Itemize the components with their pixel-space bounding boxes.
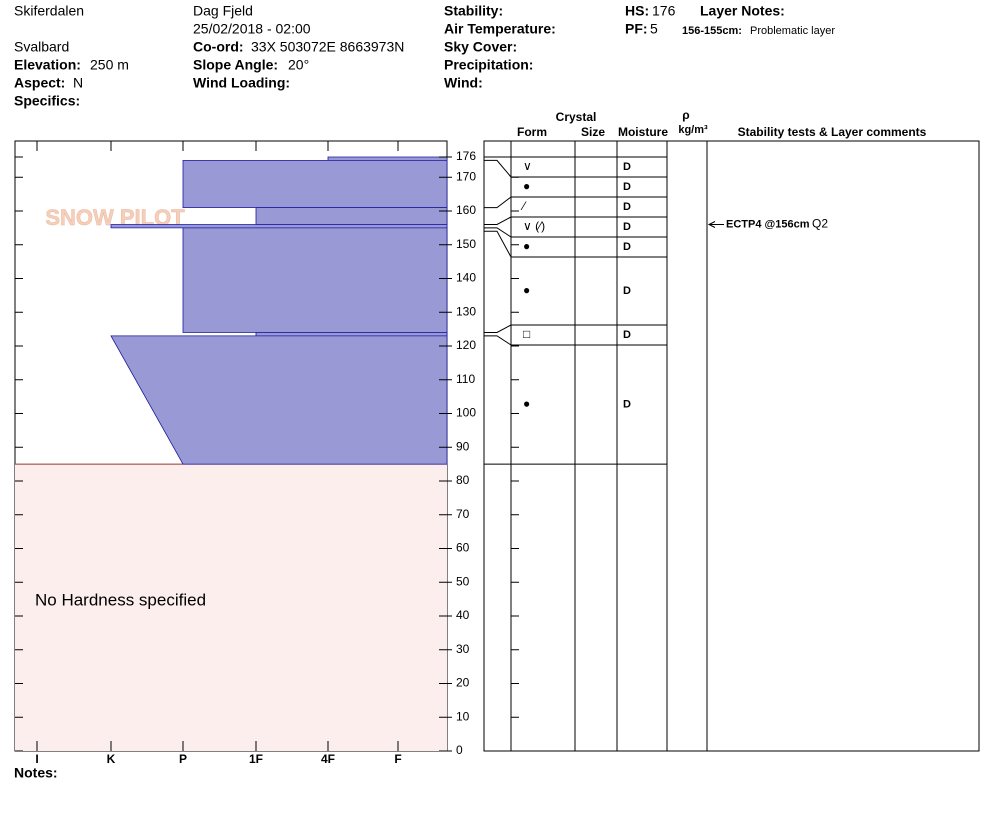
col: Form xyxy=(517,125,547,139)
hardness-layer xyxy=(327,156,448,161)
form: □ xyxy=(523,327,530,341)
label: Wind Loading: xyxy=(193,75,290,91)
moisture: D xyxy=(623,221,631,233)
row-connector xyxy=(484,230,512,258)
moisture: D xyxy=(623,329,631,341)
moisture: D xyxy=(623,161,631,173)
y-tick-label: 160 xyxy=(456,203,476,217)
y-tick-label: 70 xyxy=(456,507,470,521)
hardness-layer xyxy=(255,207,448,225)
moisture: D xyxy=(623,201,631,213)
label: PF: xyxy=(625,21,648,37)
y-tick-label: 0 xyxy=(456,743,463,757)
hardness-layer xyxy=(182,227,448,333)
col: Size xyxy=(581,125,605,139)
y-tick-label: 50 xyxy=(456,574,470,588)
row-connector xyxy=(484,159,512,178)
y-tick-label: 30 xyxy=(456,642,470,656)
col: Crystal xyxy=(556,110,597,124)
no-hardness-text: No Hardness specified xyxy=(35,590,206,609)
label: Specifics: xyxy=(14,93,80,109)
y-tick-label: 170 xyxy=(456,169,476,183)
slope: 20° xyxy=(288,57,309,73)
site: Skiferdalen xyxy=(14,3,84,19)
y-tick-label: 20 xyxy=(456,676,470,690)
x-tick-label: I xyxy=(35,752,38,766)
hardness-layer xyxy=(255,332,448,337)
x-tick-label: 1F xyxy=(249,752,263,766)
x-tick-label: P xyxy=(179,752,187,766)
row-connector xyxy=(484,227,512,238)
label: Elevation: xyxy=(14,57,81,73)
y-tick-label: 150 xyxy=(456,237,476,251)
col: kg/m³ xyxy=(678,124,708,136)
moisture: D xyxy=(623,241,631,253)
moisture: D xyxy=(623,398,631,410)
row-connector xyxy=(484,196,512,209)
form: ● xyxy=(523,179,530,193)
label: Precipitation: xyxy=(444,57,533,73)
y-tick-label: 140 xyxy=(456,271,476,285)
coord: 33X 503072E 8663973N xyxy=(251,39,404,55)
form: ∨ (⁄) xyxy=(523,219,545,233)
column-headers: Crystal Form Size Moisture ρ kg/m³ Stabi… xyxy=(517,108,927,139)
row-connector xyxy=(484,216,512,225)
hardness-layer xyxy=(110,224,448,229)
region: Svalbard xyxy=(14,39,69,55)
observer: Dag Fjeld xyxy=(193,3,253,19)
hardness-layer xyxy=(182,159,448,209)
form: ∨ xyxy=(523,159,532,173)
aspect: N xyxy=(73,75,83,91)
label: Sky Cover: xyxy=(444,39,517,55)
row-connector xyxy=(484,324,512,333)
label: Co-ord: xyxy=(193,39,244,55)
notes-label: Notes: xyxy=(14,765,58,781)
test-arrowhead xyxy=(707,221,716,228)
label: Aspect: xyxy=(14,75,65,91)
moisture: D xyxy=(623,181,631,193)
y-tick-label: 10 xyxy=(456,709,470,723)
test-label: ECTP4 @156cm xyxy=(726,218,810,230)
moisture: D xyxy=(623,285,631,297)
form: ● xyxy=(523,397,530,411)
y-tick-label: 130 xyxy=(456,304,476,318)
label: HS: xyxy=(625,3,649,19)
row-connector xyxy=(484,335,512,346)
y-tick-label: 80 xyxy=(456,473,470,487)
label: Stability: xyxy=(444,3,503,19)
pf: 5 xyxy=(650,21,658,37)
col: ρ xyxy=(682,108,689,122)
note: Problematic layer xyxy=(750,25,835,37)
form: ● xyxy=(523,239,530,253)
datetime: 25/02/2018 - 02:00 xyxy=(193,21,311,37)
no-hardness-area xyxy=(15,464,447,751)
y-tick-label: 60 xyxy=(456,541,470,555)
label: Wind: xyxy=(444,75,483,91)
col: Moisture xyxy=(618,125,668,139)
elevation: 250 m xyxy=(90,57,129,73)
x-tick-label: 4F xyxy=(321,752,335,766)
layer-frame xyxy=(483,140,980,752)
test-quality: Q2 xyxy=(812,217,828,231)
hs: 176 xyxy=(652,3,676,19)
y-tick-label: 90 xyxy=(456,439,470,453)
hardness-layer xyxy=(110,335,448,465)
y-tick-label: 176 xyxy=(456,149,476,163)
y-tick-label: 120 xyxy=(456,338,476,352)
x-tick-label: K xyxy=(107,752,116,766)
col: Stability tests & Layer comments xyxy=(738,125,927,139)
form: ⁄ xyxy=(520,199,527,213)
y-tick-label: 110 xyxy=(456,372,475,386)
label: Slope Angle: xyxy=(193,57,278,73)
label: Air Temperature: xyxy=(444,21,556,37)
note-depth: 156-155cm: xyxy=(682,25,742,37)
label: Layer Notes: xyxy=(700,3,785,19)
x-tick-label: F xyxy=(394,752,401,766)
y-tick-label: 100 xyxy=(456,406,476,420)
header: Skiferdalen Svalbard Elevation: 250 m As… xyxy=(14,3,835,109)
form: ● xyxy=(523,283,530,297)
y-tick-label: 40 xyxy=(456,608,470,622)
